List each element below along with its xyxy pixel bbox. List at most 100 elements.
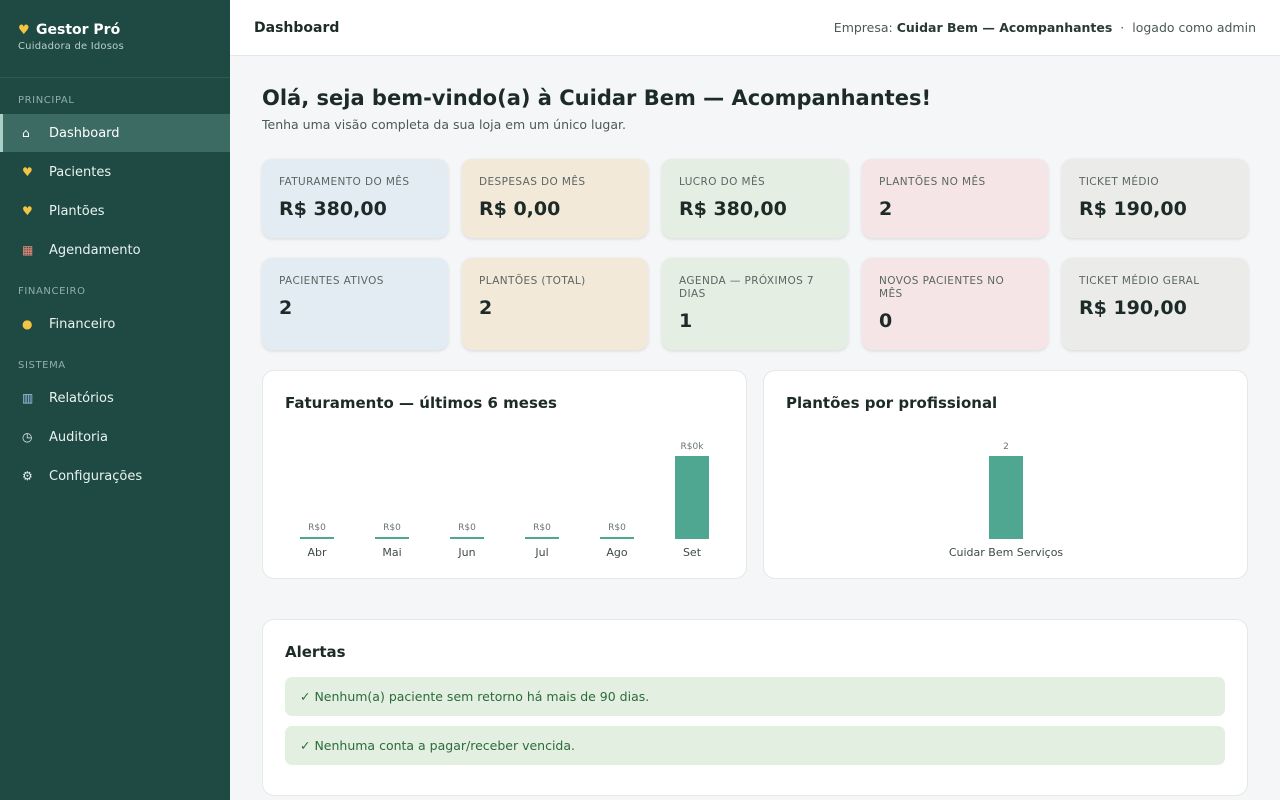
bar-data-label: 2 xyxy=(1003,442,1009,452)
chart-bar xyxy=(375,537,409,539)
sidebar-item-label: Dashboard xyxy=(49,125,120,141)
section-label-principal: PRINCIPAL xyxy=(18,95,75,106)
money-bag-icon: ● xyxy=(22,317,33,331)
kpi-label: TICKET MÉDIO GERAL xyxy=(1079,275,1200,287)
alerts-panel: Alertas ✓ Nenhum(a) paciente sem retorno… xyxy=(262,619,1248,796)
kpi-value: R$ 380,00 xyxy=(679,198,787,220)
kpi-card: TICKET MÉDIO GERAL R$ 190,00 xyxy=(1062,258,1248,350)
separator: · xyxy=(1120,20,1125,35)
sidebar-item-label: Agendamento xyxy=(49,242,141,258)
kpi-card: PLANTÕES NO MÊS 2 xyxy=(862,159,1048,238)
kpi-card: PLANTÕES (TOTAL) 2 xyxy=(462,258,648,350)
kpi-card: LUCRO DO MÊS R$ 380,00 xyxy=(662,159,848,238)
kpi-value: R$ 380,00 xyxy=(279,198,387,220)
kpi-value: 1 xyxy=(679,310,693,332)
brand-title[interactable]: ♥ Gestor Pró xyxy=(18,22,212,38)
sidebar-item-label: Financeiro xyxy=(49,316,116,332)
sidebar-item-label: Plantões xyxy=(49,203,105,219)
sidebar-item-plantoes[interactable]: ♥ Plantões xyxy=(0,192,230,230)
sidebar-item-label: Auditoria xyxy=(49,429,108,445)
kpi-label: FATURAMENTO DO MÊS xyxy=(279,176,410,188)
logged-user: logado como admin xyxy=(1132,20,1256,35)
sidebar-item-auditoria[interactable]: ◷ Auditoria xyxy=(0,418,230,456)
sidebar-item-configuracoes[interactable]: ⚙ Configurações xyxy=(0,457,230,495)
company-prefix: Empresa: xyxy=(833,20,893,35)
kpi-card: AGENDA — PRÓXIMOS 7 DIAS 1 xyxy=(662,258,848,350)
chart-bar xyxy=(989,456,1023,539)
sidebar-item-agendamento[interactable]: ▦ Agendamento xyxy=(0,231,230,269)
page-title: Dashboard xyxy=(254,19,340,36)
brand-name: Gestor Pró xyxy=(36,22,121,38)
kpi-value: 2 xyxy=(279,297,293,319)
chart-title: Faturamento — últimos 6 meses xyxy=(285,394,557,412)
bar-data-label: R$0 xyxy=(533,523,551,533)
bar-chart-icon: ▥ xyxy=(22,391,34,405)
kpi-value: 2 xyxy=(879,198,893,220)
bar-category-label: Mai xyxy=(382,546,402,559)
alert-item: ✓ Nenhuma conta a pagar/receber vencida. xyxy=(285,726,1225,765)
bar-category-label: Ago xyxy=(606,546,628,559)
kpi-label: PLANTÕES NO MÊS xyxy=(879,176,986,188)
chart-title: Plantões por profissional xyxy=(786,394,998,412)
brand-subtitle: Cuidadora de Idosos xyxy=(18,41,124,52)
heart-icon: ♥ xyxy=(22,204,33,218)
sidebar-item-pacientes[interactable]: ♥ Pacientes xyxy=(0,153,230,191)
company-name: Cuidar Bem — Acompanhantes xyxy=(896,20,1113,35)
kpi-card: PACIENTES ATIVOS 2 xyxy=(262,258,448,350)
sidebar-item-financeiro[interactable]: ● Financeiro xyxy=(0,305,230,343)
bar-data-label: R$0 xyxy=(458,523,476,533)
home-icon: ⌂ xyxy=(22,126,30,140)
kpi-label: PLANTÕES (TOTAL) xyxy=(479,275,586,287)
welcome-title: Olá, seja bem-vindo(a) à Cuidar Bem — Ac… xyxy=(262,86,932,110)
welcome: Olá, seja bem-vindo(a) à Cuidar Bem — Ac… xyxy=(262,86,931,132)
kpi-card: NOVOS PACIENTES NO MÊS 0 xyxy=(862,258,1048,350)
kpi-label: LUCRO DO MÊS xyxy=(679,176,766,188)
kpi-label: PACIENTES ATIVOS xyxy=(279,275,384,287)
gear-icon: ⚙ xyxy=(22,469,33,483)
bar-data-label: R$0 xyxy=(608,523,626,533)
kpi-label: TICKET MÉDIO xyxy=(1079,176,1160,188)
alerts-title: Alertas xyxy=(285,643,346,661)
sidebar: ♥ Gestor Pró Cuidadora de Idosos PRINCIP… xyxy=(0,0,230,800)
shifts-chart-panel: Plantões por profissional 2 Cuidar Bem Se… xyxy=(763,370,1248,579)
kpi-card: DESPESAS DO MÊS R$ 0,00 xyxy=(462,159,648,238)
topbar: Dashboard Empresa: Cuidar Bem — Acompanh… xyxy=(230,0,1280,56)
chart-bar xyxy=(525,537,559,539)
chart-bar xyxy=(450,537,484,539)
kpi-value: R$ 0,00 xyxy=(479,198,561,220)
chart-bar xyxy=(300,537,334,539)
kpi-value: R$ 190,00 xyxy=(1079,198,1187,220)
clock-icon: ◷ xyxy=(22,430,33,444)
kpi-label: AGENDA — PRÓXIMOS 7 DIAS xyxy=(679,275,814,300)
brand: ♥ Gestor Pró Cuidadora de Idosos xyxy=(0,0,230,78)
section-label-financeiro: FINANCEIRO xyxy=(18,286,86,297)
heart-icon: ♥ xyxy=(18,22,30,38)
chart-bar xyxy=(675,456,709,539)
alert-item: ✓ Nenhum(a) paciente sem retorno há mais… xyxy=(285,677,1225,716)
kpi-value: 2 xyxy=(479,297,493,319)
chart-bar xyxy=(600,537,634,539)
bar-category-label: Cuidar Bem Serviços xyxy=(948,546,1064,559)
sidebar-item-label: Pacientes xyxy=(49,164,112,180)
kpi-value: R$ 190,00 xyxy=(1079,297,1187,319)
revenue-chart-panel: Faturamento — últimos 6 meses R$0 Abr R$0 M… xyxy=(262,370,747,579)
welcome-subtitle: Tenha uma visão completa da sua loja em … xyxy=(262,117,626,132)
bar-category-label: Jun xyxy=(458,546,476,559)
bar-data-label: R$0 xyxy=(383,523,401,533)
sidebar-item-label: Configurações xyxy=(49,468,143,484)
bar-category-label: Set xyxy=(682,546,702,559)
kpi-value: 0 xyxy=(879,310,893,332)
sidebar-item-relatorios[interactable]: ▥ Relatórios xyxy=(0,379,230,417)
heart-icon: ♥ xyxy=(22,165,33,179)
sidebar-item-label: Relatórios xyxy=(49,390,114,406)
bar-category-label: Abr xyxy=(307,546,327,559)
section-label-sistema: SISTEMA xyxy=(18,360,66,371)
kpi-label: NOVOS PACIENTES NO MÊS xyxy=(879,275,1005,300)
bar-data-label: R$0 xyxy=(308,523,326,533)
kpi-card: FATURAMENTO DO MÊS R$ 380,00 xyxy=(262,159,448,238)
company-info: Empresa: Cuidar Bem — Acompanhantes · lo… xyxy=(834,20,1256,35)
sidebar-item-dashboard[interactable]: ⌂ Dashboard xyxy=(0,114,230,152)
bar-data-label: R$0k xyxy=(680,442,704,452)
kpi-label: DESPESAS DO MÊS xyxy=(479,176,586,188)
kpi-card: TICKET MÉDIO R$ 190,00 xyxy=(1062,159,1248,238)
